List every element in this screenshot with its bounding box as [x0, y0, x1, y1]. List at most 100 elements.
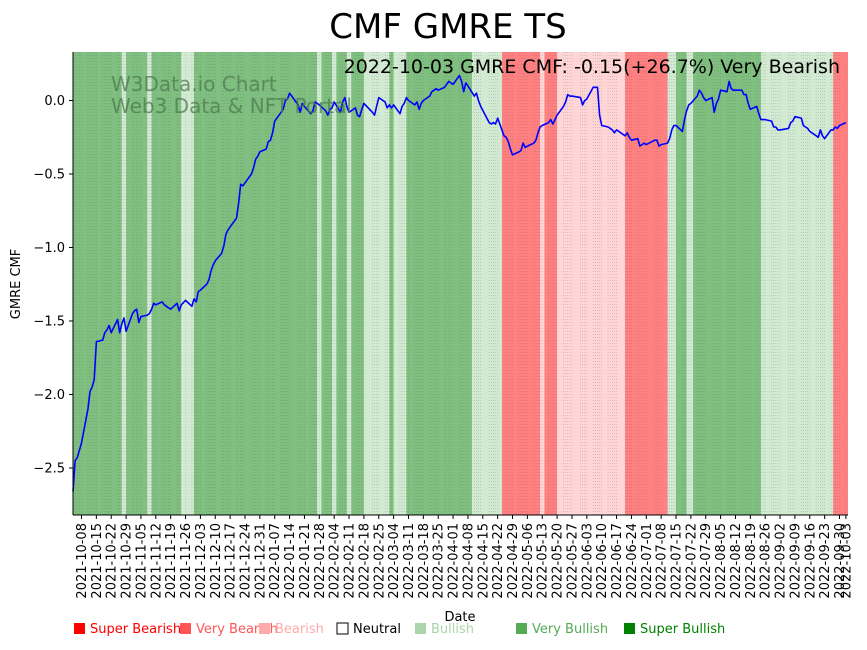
x-tick-label: 2022-02-11: [343, 523, 358, 599]
latest-value-annotation: 2022-10-03 GMRE CMF: -0.15(+26.7%) Very …: [344, 56, 840, 78]
x-tick-label: 2021-11-26: [179, 523, 194, 599]
x-tick-label: 2022-01-14: [283, 523, 298, 599]
x-tick-label: 2022-05-27: [565, 523, 580, 599]
legend-label: Super Bearish: [90, 622, 181, 637]
x-tick-label: 2022-04-01: [447, 523, 462, 599]
region-very_bullish-6: [194, 52, 318, 515]
region-very_bearish-20: [544, 52, 558, 515]
y-tick-label: 0.0: [44, 94, 65, 109]
watermark-line-1: W3Data.io Chart: [111, 72, 277, 96]
legend-swatch: [259, 623, 270, 634]
region-very_bearish-28: [833, 52, 848, 515]
region-bearish-19: [540, 52, 545, 515]
x-tick-label: 2022-02-25: [372, 523, 387, 599]
legend-label: Very Bearish: [196, 622, 278, 637]
y-axis-ticks: 0.0 −0.5 −1.0 −1.5 −2.0 −2.5: [33, 94, 73, 476]
x-tick-label: 2022-04-08: [461, 523, 476, 599]
region-very_bullish-4: [151, 52, 182, 515]
x-tick-label: 2022-04-22: [491, 523, 506, 599]
x-tick-label: 2022-10-03: [839, 523, 854, 599]
region-very_bullish-0: [73, 52, 122, 515]
region-very_bullish-10: [336, 52, 347, 515]
y-tick-label: −2.0: [33, 388, 65, 403]
x-tick-label: 2022-07-29: [699, 523, 714, 599]
x-tick-label: 2022-06-24: [625, 523, 640, 599]
x-tick-label: 2022-08-12: [729, 523, 744, 599]
x-tick-label: 2021-12-03: [194, 523, 209, 599]
legend-item: Very Bullish: [516, 622, 608, 637]
legend-item: Bullish: [415, 622, 474, 637]
x-tick-label: 2021-12-31: [253, 523, 268, 599]
x-tick-label: 2022-03-18: [417, 523, 432, 599]
legend-item: Neutral: [336, 622, 401, 637]
x-tick-label: 2021-11-12: [149, 523, 164, 599]
region-bearish-21: [557, 52, 626, 515]
legend-swatch: [516, 623, 527, 634]
x-tick-label: 2022-06-03: [580, 523, 595, 599]
legend-swatch: [415, 623, 426, 634]
region-very_bearish-18: [501, 52, 541, 515]
x-tick-label: 2021-10-22: [105, 523, 120, 599]
x-tick-label: 2021-10-08: [75, 523, 90, 599]
legend-label: Bearish: [275, 622, 324, 637]
x-axis-label: Date: [444, 610, 475, 625]
x-tick-label: 2022-05-20: [551, 523, 566, 599]
x-tick-label: 2022-09-23: [818, 523, 833, 599]
grid-lines: [72, 52, 847, 515]
x-tick-label: 2022-06-17: [610, 523, 625, 599]
legend-swatch: [336, 622, 349, 635]
chart-title: CMF GMRE TS: [329, 7, 566, 47]
legend-label: Bullish: [431, 622, 474, 637]
x-tick-label: 2022-03-04: [387, 523, 402, 599]
x-tick-label: 2022-05-06: [521, 523, 536, 599]
x-tick-label: 2022-07-08: [655, 523, 670, 599]
x-tick-label: 2022-05-13: [536, 523, 551, 599]
x-tick-label: 2022-08-19: [744, 523, 759, 599]
x-tick-label: 2022-08-05: [714, 523, 729, 599]
region-bullish-27: [760, 52, 834, 515]
x-tick-label: 2021-12-17: [224, 523, 239, 599]
x-axis-ticks: 2021-10-08 2021-10-15 2021-10-22 2021-10-29…: [75, 515, 854, 599]
region-very_bullish-8: [321, 52, 333, 515]
x-tick-label: 2021-10-15: [90, 523, 105, 599]
region-bullish-5: [181, 52, 195, 515]
series-layer: [72, 74, 847, 492]
x-tick-label: 2022-04-29: [506, 523, 521, 599]
x-tick-label: 2022-08-26: [759, 523, 774, 599]
x-tick-label: 2022-04-15: [476, 523, 491, 599]
region-very_bullish-2: [126, 52, 148, 515]
x-tick-label: 2022-02-18: [357, 523, 372, 599]
region-bullish-17: [472, 52, 502, 515]
watermark-line-2: Web3 Data & NFT Portal: [111, 94, 352, 118]
legend-item: Bearish: [259, 622, 324, 637]
legend-label: Super Bullish: [640, 622, 725, 637]
region-bullish-7: [317, 52, 322, 515]
region-bullish-25: [686, 52, 693, 515]
legend-label: Very Bullish: [532, 622, 608, 637]
region-very_bearish-22: [625, 52, 668, 515]
region-bullish-15: [393, 52, 407, 515]
region-bullish-1: [121, 52, 127, 515]
x-tick-label: 2022-03-25: [432, 523, 447, 599]
x-tick-label: 2022-07-22: [684, 523, 699, 599]
region-bullish-13: [363, 52, 390, 515]
y-tick-label: −1.5: [33, 314, 65, 329]
legend-item: Super Bearish: [74, 622, 181, 637]
x-tick-label: 2021-11-19: [164, 523, 179, 599]
y-tick-label: −1.0: [33, 241, 65, 256]
region-bullish-23: [667, 52, 677, 515]
x-tick-label: 2022-06-10: [595, 523, 610, 599]
x-tick-label: 2022-07-15: [670, 523, 685, 599]
x-tick-label: 2022-09-16: [803, 523, 818, 599]
legend-swatch: [624, 623, 635, 634]
x-tick-label: 2022-01-28: [313, 523, 328, 599]
x-tick-label: 2021-12-24: [238, 523, 253, 599]
y-tick-label: −0.5: [33, 167, 65, 182]
y-axis-label: GMRE CMF: [9, 249, 24, 319]
region-very_bullish-12: [351, 52, 364, 515]
x-tick-label: 2021-10-29: [120, 523, 135, 599]
series-line-gmre-cmf: [72, 74, 847, 492]
axes: [72, 52, 848, 516]
